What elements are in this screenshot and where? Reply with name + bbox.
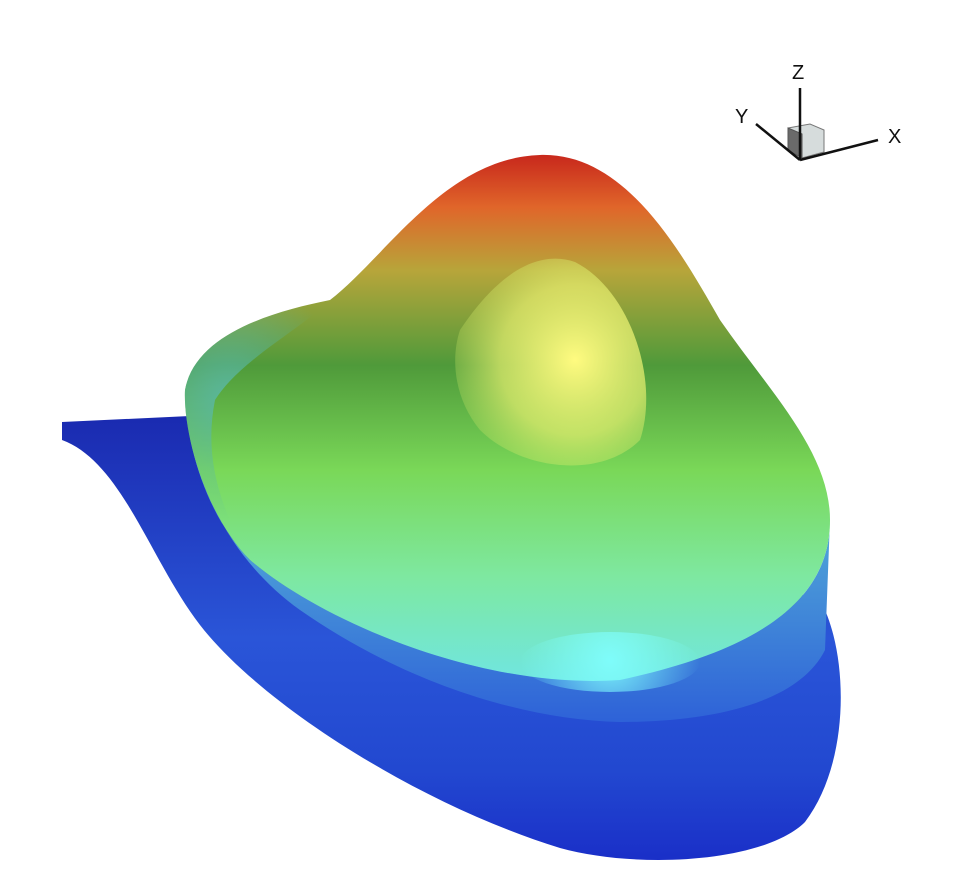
dome-highlight: [455, 258, 647, 466]
x-axis-label: X: [888, 126, 901, 148]
rim: [184, 300, 330, 560]
y-axis-line: [755, 123, 801, 161]
middle-band: [186, 400, 830, 722]
axis-triad: [755, 88, 879, 162]
cyan-highlight: [520, 632, 700, 692]
x-axis-line: [799, 138, 879, 162]
y-axis-label: Y: [735, 106, 748, 128]
z-axis-label: Z: [792, 62, 804, 84]
